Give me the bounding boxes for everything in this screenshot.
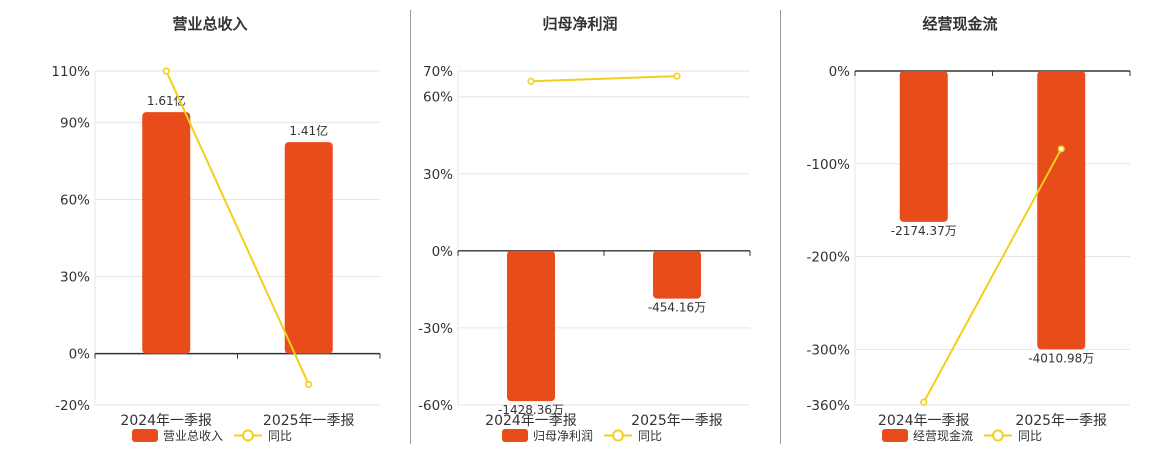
yoy-point <box>673 72 681 80</box>
legend-line-label: 同比 <box>1018 429 1042 443</box>
yoy-line <box>922 148 1063 403</box>
x-tick-label: 2025年一季报 <box>263 413 355 429</box>
x-tick-label: 2024年一季报 <box>878 413 970 429</box>
y-tick-label: 30% <box>423 167 453 183</box>
bar-value-label: 1.41亿 <box>289 123 328 138</box>
y-tick-label: 30% <box>60 270 90 286</box>
legend-line-label: 同比 <box>638 429 662 443</box>
bar-value-label: 1.61亿 <box>147 93 186 108</box>
x-tick-label: 2024年一季报 <box>485 413 577 429</box>
y-tick-label: 60% <box>60 192 90 208</box>
legend-bar-label: 营业总收入 <box>163 429 223 443</box>
bar <box>1037 71 1086 350</box>
divider-left <box>410 10 411 444</box>
y-tick-label: -60% <box>418 398 453 414</box>
chart-title: 营业总收入 <box>172 15 247 33</box>
y-tick-label: -30% <box>418 321 453 337</box>
bar <box>899 71 948 222</box>
y-tick-label: -360% <box>807 398 851 414</box>
bar-value-label: -4010.98万 <box>1028 351 1094 365</box>
bar-value-label: -454.16万 <box>648 301 706 315</box>
legend-line-marker <box>242 429 254 442</box>
legend-bar-swatch <box>882 429 908 442</box>
legend-bar-swatch <box>132 429 158 442</box>
legend-line-marker <box>992 429 1004 442</box>
chart-title: 经营现金流 <box>922 15 997 33</box>
legend-bar-label: 归母净利润 <box>533 429 593 443</box>
y-tick-label: 70% <box>423 64 453 80</box>
yoy-point <box>920 398 928 406</box>
bar <box>284 142 333 354</box>
bar-value-label: -1428.36万 <box>498 403 564 417</box>
bar <box>142 112 191 354</box>
legend-bar-label: 经营现金流 <box>913 428 973 443</box>
bar <box>653 250 701 299</box>
legend-line-label: 同比 <box>268 429 292 443</box>
divider-right <box>780 10 781 444</box>
legend-bar-swatch <box>502 429 528 442</box>
y-tick-label: -20% <box>55 398 90 414</box>
y-tick-label: 0% <box>69 347 91 363</box>
x-tick-label: 2025年一季报 <box>631 413 723 429</box>
x-tick-label: 2024年一季报 <box>120 413 212 429</box>
bar <box>507 250 555 402</box>
yoy-line <box>530 75 678 83</box>
y-tick-label: -100% <box>807 157 851 173</box>
y-tick-label: 90% <box>60 115 90 131</box>
y-tick-label: 0% <box>829 64 851 80</box>
yoy-point <box>527 77 535 85</box>
yoy-line <box>165 70 310 385</box>
yoy-point <box>162 67 170 75</box>
yoy-point <box>1057 145 1065 153</box>
legend-line-marker <box>612 429 624 442</box>
y-tick-label: -200% <box>807 250 851 266</box>
y-tick-label: 110% <box>51 64 90 80</box>
y-tick-label: 60% <box>423 90 453 106</box>
x-tick-label: 2025年一季报 <box>1015 413 1107 429</box>
yoy-point <box>305 380 313 389</box>
chart-title: 归母净利润 <box>542 15 617 33</box>
y-tick-label: 0% <box>432 244 454 260</box>
bar-value-label: -2174.37万 <box>891 224 957 238</box>
y-tick-label: -300% <box>807 342 851 358</box>
